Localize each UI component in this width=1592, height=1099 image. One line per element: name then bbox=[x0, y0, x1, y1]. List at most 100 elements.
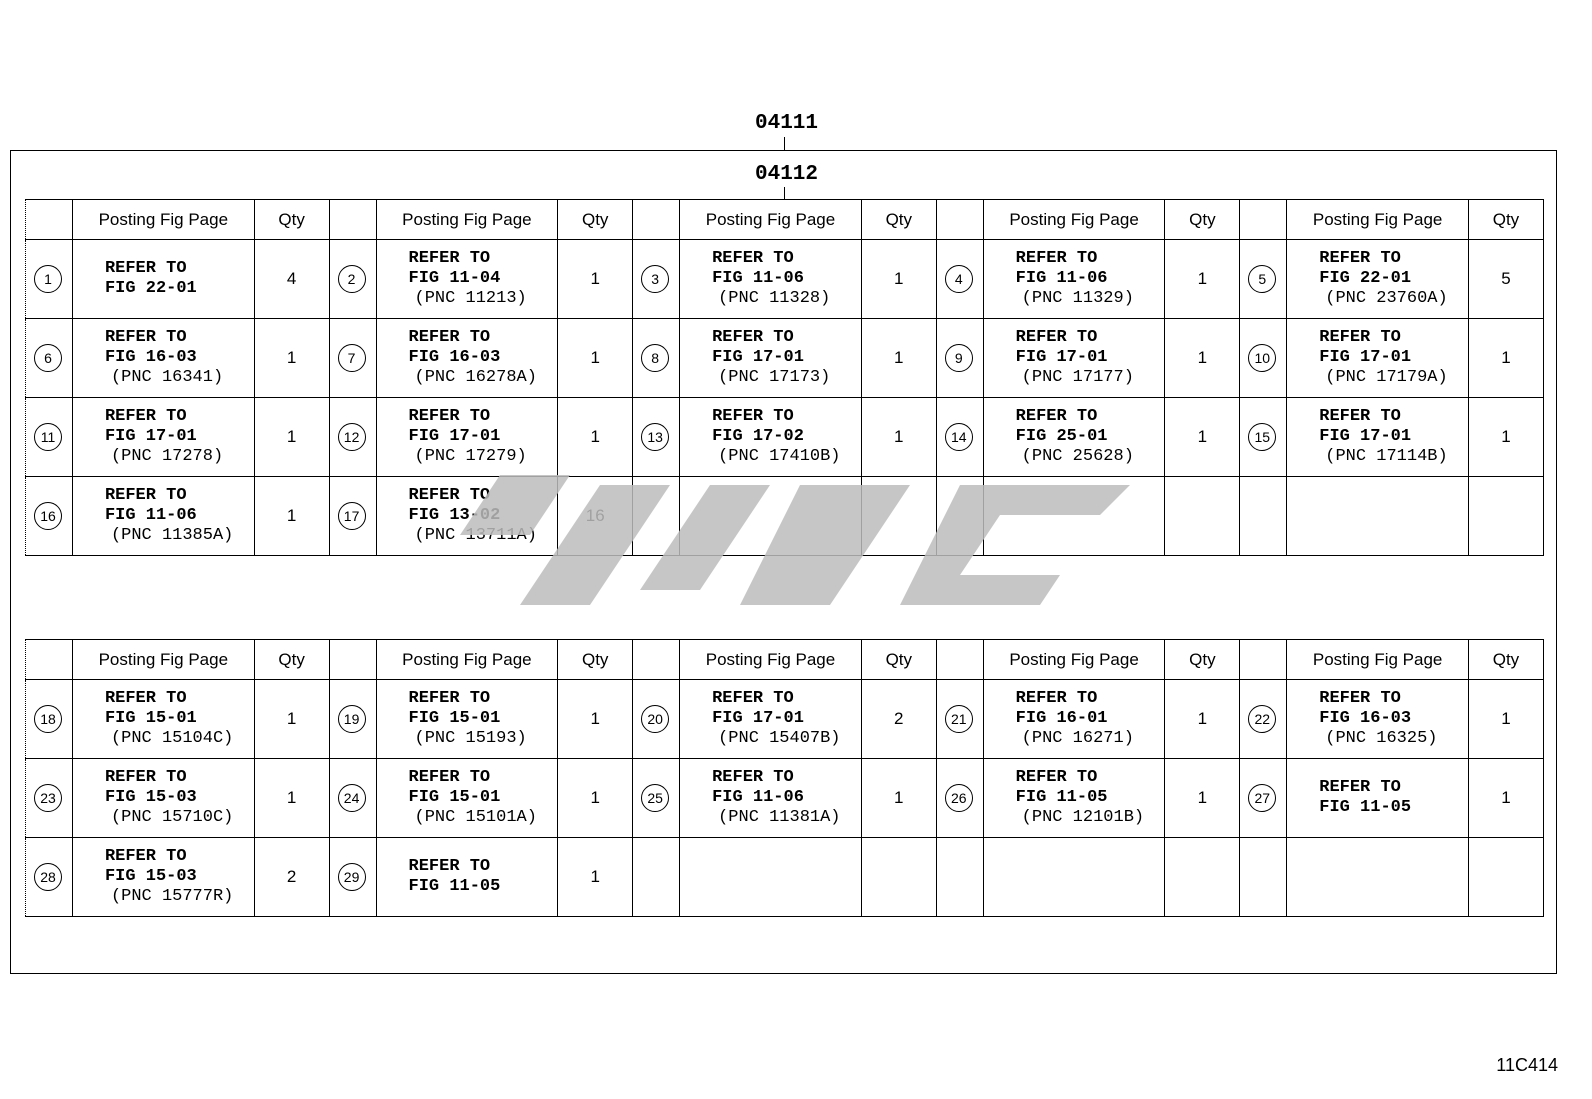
refer-to-text: REFER TO bbox=[408, 768, 491, 787]
header-no bbox=[1239, 639, 1288, 680]
item-number-badge[interactable]: 2 bbox=[337, 265, 366, 293]
item-number-badge[interactable]: 10 bbox=[1248, 344, 1277, 372]
item-number-badge[interactable]: 18 bbox=[34, 705, 62, 733]
item-number-badge[interactable]: 22 bbox=[1248, 705, 1277, 733]
fig-reference-link[interactable]: FIG 17-01 bbox=[408, 427, 501, 446]
item-number-badge[interactable]: 28 bbox=[34, 863, 62, 891]
item-number-badge[interactable]: 7 bbox=[337, 344, 366, 372]
item-number-badge[interactable]: 27 bbox=[1248, 784, 1277, 812]
item-number-cell: 23 bbox=[25, 758, 73, 838]
item-number-badge[interactable]: 26 bbox=[944, 784, 973, 812]
fig-reference-link[interactable]: FIG 11-04 bbox=[408, 269, 501, 288]
fig-reference-link[interactable]: FIG 11-05 bbox=[1015, 788, 1108, 807]
fig-reference-link[interactable]: FIG 17-01 bbox=[1319, 427, 1412, 446]
item-number-badge[interactable]: 5 bbox=[1248, 265, 1277, 293]
item-number-badge[interactable]: 4 bbox=[944, 265, 973, 293]
pnc-text: (PNC 17179A) bbox=[1325, 368, 1448, 387]
pnc-text: (PNC 11328) bbox=[718, 289, 831, 308]
pnc-text: (PNC 15777R) bbox=[110, 887, 234, 906]
item-number-cell: 7 bbox=[328, 318, 377, 398]
header-posting-fig-page: Posting Fig Page bbox=[71, 639, 255, 680]
item-number-cell: 29 bbox=[328, 837, 377, 917]
fig-reference-link[interactable]: FIG 15-03 bbox=[104, 867, 197, 886]
watermark-shape bbox=[640, 485, 770, 590]
fig-reference-link[interactable]: FIG 22-01 bbox=[104, 279, 197, 298]
header-posting-fig-page: Posting Fig Page bbox=[1286, 639, 1469, 680]
fig-reference-link[interactable]: FIG 11-06 bbox=[712, 788, 804, 807]
item-number-badge[interactable]: 12 bbox=[337, 423, 366, 451]
item-number-cell: 27 bbox=[1239, 758, 1288, 838]
fig-reference-link[interactable]: FIG 11-06 bbox=[104, 506, 197, 525]
fig-reference-link[interactable]: FIG 17-01 bbox=[104, 427, 197, 446]
refer-to-text: REFER TO bbox=[104, 689, 187, 708]
qty-cell: 1 bbox=[1164, 397, 1241, 477]
header-qty: Qty bbox=[557, 639, 634, 680]
fig-reference-link[interactable]: FIG 25-01 bbox=[1015, 427, 1108, 446]
item-number-badge[interactable]: 21 bbox=[944, 705, 973, 733]
item-number-badge[interactable]: 15 bbox=[1248, 423, 1277, 451]
fig-reference-link[interactable]: FIG 15-01 bbox=[104, 709, 197, 728]
item-number-badge[interactable]: 16 bbox=[34, 502, 62, 530]
fig-reference-link[interactable]: FIG 22-01 bbox=[1319, 269, 1412, 288]
watermark-shape bbox=[900, 485, 1130, 605]
pnc-text: (PNC 15710C) bbox=[110, 808, 234, 827]
fig-reference-link[interactable]: FIG 11-06 bbox=[712, 269, 804, 288]
fig-reference-link[interactable]: FIG 16-03 bbox=[1319, 709, 1412, 728]
fig-reference-link[interactable]: FIG 11-06 bbox=[1015, 269, 1108, 288]
item-number-badge[interactable]: 1 bbox=[34, 265, 62, 293]
fig-reference-link[interactable]: FIG 15-03 bbox=[104, 788, 197, 807]
pnc-text: (PNC 11213) bbox=[414, 289, 527, 308]
qty-cell: 1 bbox=[1468, 679, 1544, 759]
refer-to-text: REFER TO bbox=[104, 486, 187, 505]
qty-cell: 1 bbox=[253, 397, 330, 477]
header-qty: Qty bbox=[1164, 199, 1241, 240]
posting-fig-cell: REFER TO FIG 11-05 bbox=[1286, 758, 1469, 838]
qty-cell: 2 bbox=[860, 679, 937, 759]
item-number-badge[interactable]: 3 bbox=[641, 265, 670, 293]
fig-reference-link[interactable]: FIG 15-01 bbox=[408, 709, 501, 728]
pnc-text: (PNC 17173) bbox=[718, 368, 831, 387]
posting-fig-cell: REFER TO FIG 11-05 (PNC 12101B) bbox=[982, 758, 1166, 838]
header-posting-fig-page: Posting Fig Page bbox=[982, 199, 1166, 240]
posting-fig-cell: REFER TO FIG 15-01 (PNC 15104C) bbox=[71, 679, 255, 759]
fig-reference-link[interactable]: FIG 17-01 bbox=[712, 348, 804, 367]
fig-reference-link[interactable]: FIG 17-02 bbox=[712, 427, 804, 446]
qty-cell: 1 bbox=[1164, 679, 1241, 759]
item-number-badge[interactable]: 9 bbox=[944, 344, 973, 372]
qty-cell bbox=[1468, 837, 1544, 917]
posting-fig-cell bbox=[1286, 476, 1469, 556]
watermark-shape bbox=[520, 485, 670, 605]
fig-reference-link[interactable]: FIG 15-01 bbox=[408, 788, 501, 807]
refer-to-text: REFER TO bbox=[408, 486, 491, 505]
qty-cell: 1 bbox=[557, 397, 634, 477]
item-number-badge[interactable]: 11 bbox=[34, 423, 62, 451]
fig-reference-link[interactable]: FIG 16-03 bbox=[408, 348, 501, 367]
posting-fig-cell: REFER TO FIG 15-01 (PNC 15193) bbox=[375, 679, 559, 759]
item-number-cell: 8 bbox=[632, 318, 681, 398]
fig-reference-link[interactable]: FIG 17-01 bbox=[1319, 348, 1412, 367]
fig-reference-link[interactable]: FIG 16-03 bbox=[104, 348, 197, 367]
fig-reference-link[interactable]: FIG 17-01 bbox=[712, 709, 804, 728]
item-number-badge[interactable]: 29 bbox=[337, 863, 366, 891]
item-number-badge[interactable]: 17 bbox=[337, 502, 366, 530]
refer-to-text: REFER TO bbox=[104, 768, 187, 787]
fig-reference-link[interactable]: FIG 11-05 bbox=[1319, 798, 1412, 817]
item-number-badge[interactable]: 19 bbox=[337, 705, 366, 733]
item-number-cell: 5 bbox=[1239, 239, 1288, 319]
qty-cell: 1 bbox=[860, 758, 937, 838]
item-number-cell: 17 bbox=[328, 476, 377, 556]
refer-to-text: REFER TO bbox=[1015, 689, 1098, 708]
qty-cell: 1 bbox=[1164, 758, 1241, 838]
assembly-frame bbox=[10, 150, 1557, 974]
item-number-badge[interactable]: 13 bbox=[641, 423, 670, 451]
fig-reference-link[interactable]: FIG 16-01 bbox=[1015, 709, 1108, 728]
fig-reference-link[interactable]: FIG 17-01 bbox=[1015, 348, 1108, 367]
item-number-badge[interactable]: 14 bbox=[944, 423, 973, 451]
item-number-badge[interactable]: 6 bbox=[34, 344, 62, 372]
item-number-badge[interactable]: 8 bbox=[641, 344, 670, 372]
fig-reference-link[interactable]: FIG 11-05 bbox=[408, 877, 501, 896]
item-number-badge[interactable]: 20 bbox=[641, 705, 670, 733]
item-number-badge[interactable]: 24 bbox=[337, 784, 366, 812]
item-number-badge[interactable]: 25 bbox=[641, 784, 670, 812]
item-number-badge[interactable]: 23 bbox=[34, 784, 62, 812]
